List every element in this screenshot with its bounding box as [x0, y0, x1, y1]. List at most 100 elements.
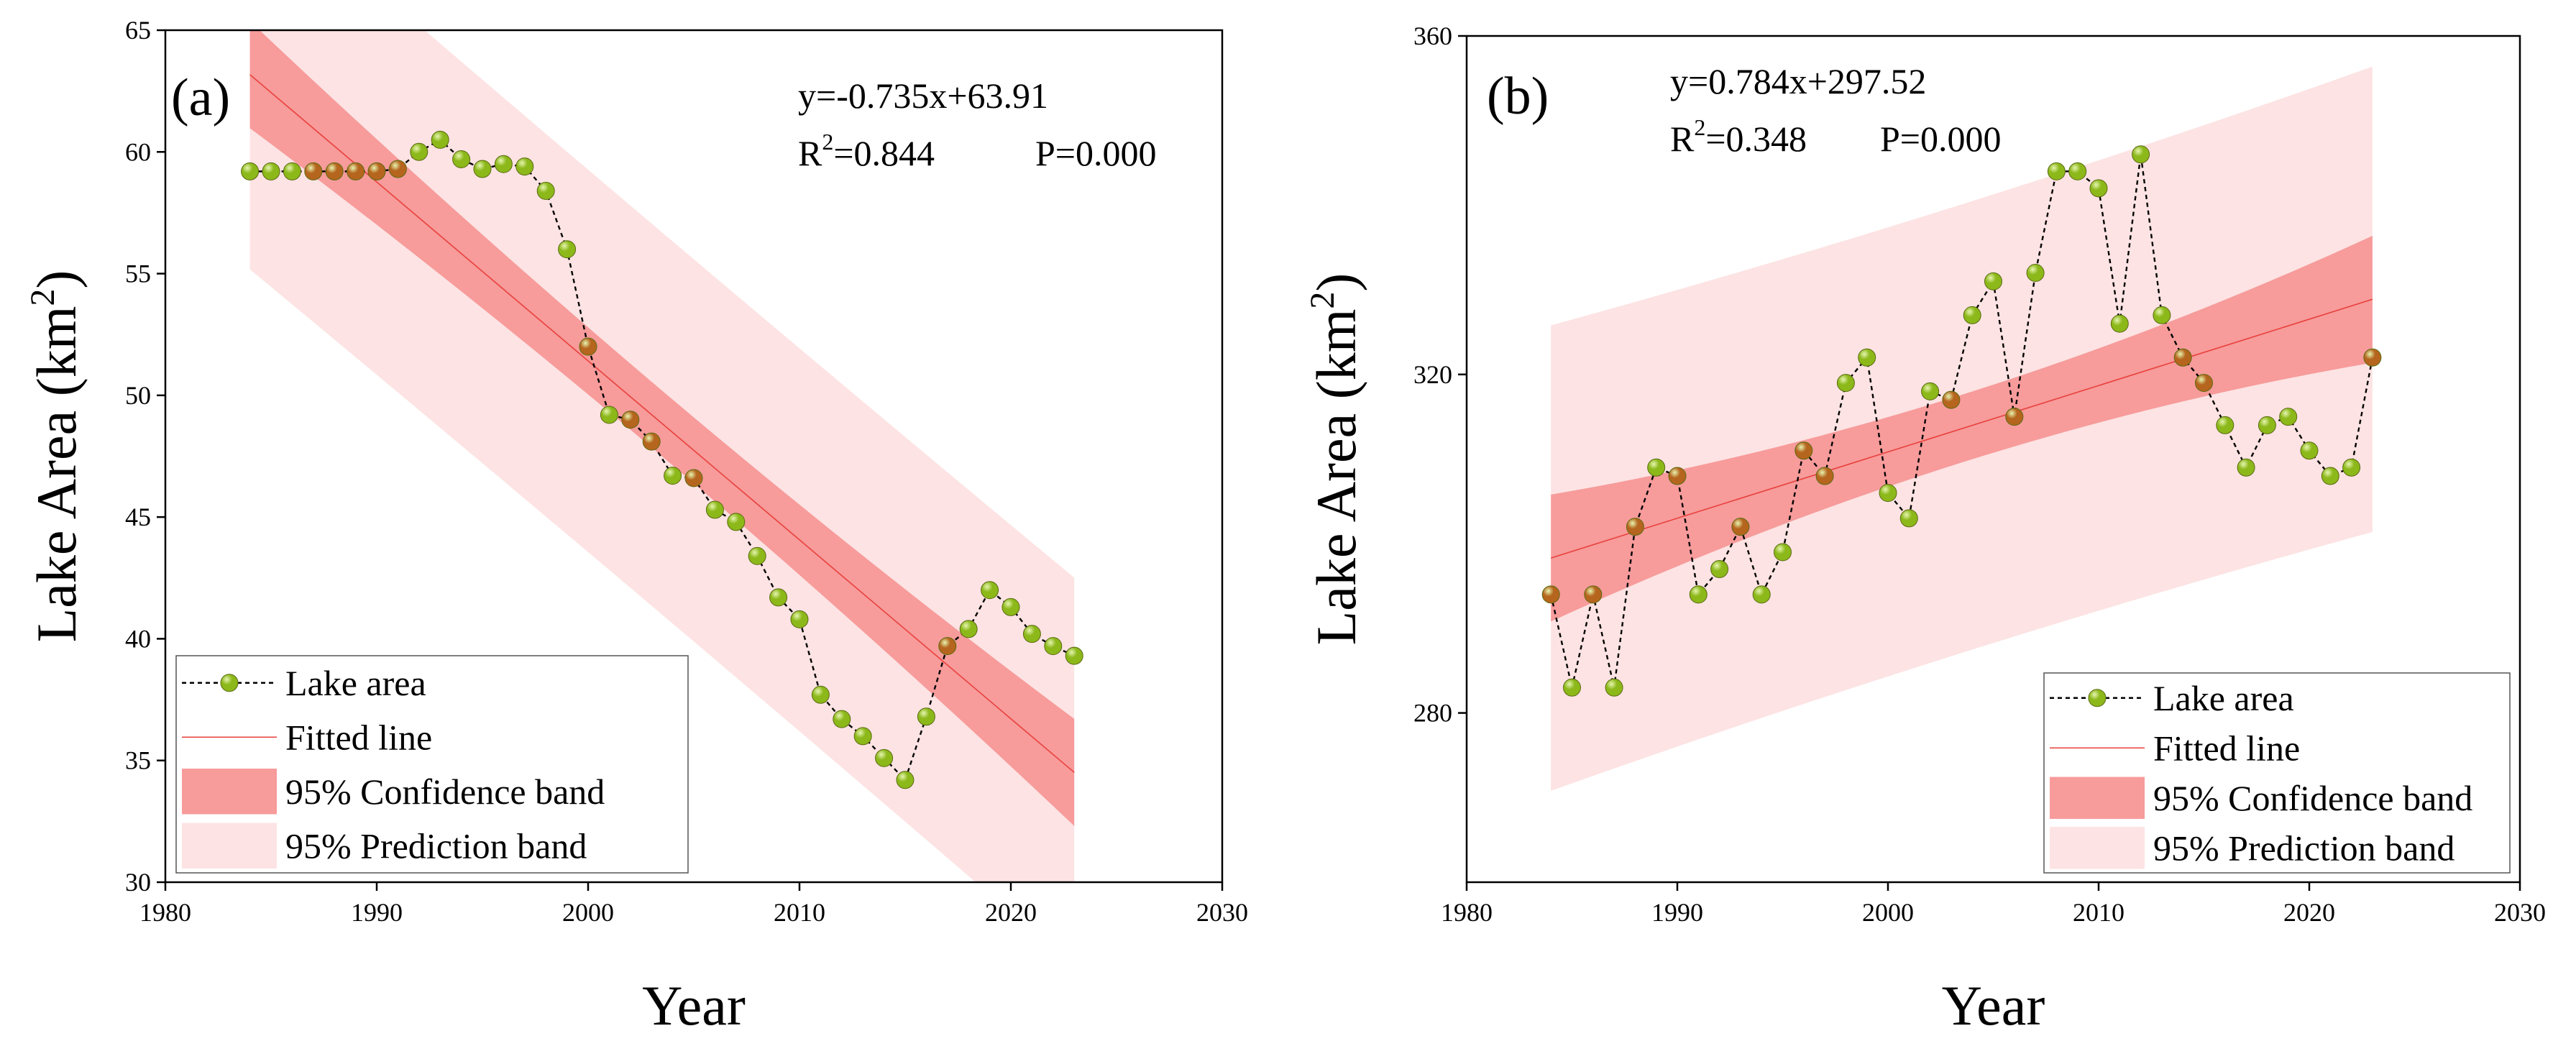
panel-a: 1980 1990 2000 2010 2020 2030 30 35 40 45 50 55 60 65…: [24, 16, 1248, 1037]
regression-equation: y=0.784x+297.52: [1670, 61, 1926, 101]
y-tick-label: 360: [1413, 22, 1452, 50]
data-point: [642, 432, 661, 451]
r-squared: R2=0.844: [798, 129, 935, 173]
data-point: [1731, 518, 1750, 536]
y-axis-title-sup: 2: [24, 289, 62, 306]
data-point: [938, 637, 957, 656]
lake-area-line: [249, 138, 1075, 782]
data-point: [2195, 374, 2213, 393]
data-point: [283, 162, 301, 180]
r-squared: R2=0.348: [1670, 114, 1807, 159]
data-point: [515, 157, 534, 176]
data-point: [494, 155, 513, 173]
legend-label: 95% Confidence band: [285, 771, 605, 812]
data-point: [388, 160, 407, 178]
data-point: [262, 162, 280, 180]
data-point: [1795, 441, 1813, 460]
data-point: [705, 500, 724, 519]
x-tick-label: 2020: [2283, 898, 2335, 927]
data-point: [1963, 306, 1981, 324]
y-tick-label: 50: [125, 381, 151, 410]
data-point: [473, 160, 492, 178]
data-point: [1065, 646, 1083, 665]
fitted-line: [1550, 298, 2373, 559]
data-point: [1022, 625, 1041, 643]
x-tick-label: 2000: [1862, 898, 1914, 927]
y-tick-label: 35: [125, 746, 151, 775]
data-point: [1541, 585, 1560, 604]
y-tick-label: 65: [125, 16, 151, 45]
legend-swatch-marker: [2088, 689, 2107, 707]
legend-label: Lake area: [285, 663, 426, 703]
panel-label: (b): [1487, 67, 1549, 126]
data-point: [1605, 678, 1623, 697]
data-point: [959, 620, 978, 638]
x-tick-label: 2010: [774, 898, 825, 927]
data-point: [664, 467, 682, 485]
x-tick-label: 1980: [1441, 898, 1493, 927]
data-point: [2173, 348, 2192, 367]
x-tick-label: 2030: [2494, 898, 2546, 927]
r-squared-value: =0.844: [833, 133, 935, 173]
data-point: [1899, 509, 1918, 528]
x-axis-title: Year: [642, 974, 746, 1037]
y-axis-title-main: Lake Area (km: [25, 306, 88, 643]
data-point: [2068, 162, 2087, 180]
x-axis-title: Year: [1942, 974, 2045, 1037]
data-point: [2132, 145, 2150, 164]
y-axis-title: Lake Area (km2): [1303, 273, 1367, 646]
regression-equation: y=-0.735x+63.91: [798, 75, 1048, 116]
data-point: [790, 610, 809, 628]
data-point: [410, 142, 428, 161]
y-tick-label: 60: [125, 137, 151, 166]
legend: Lake area Fitted line 95% Confidence band 9…: [2043, 672, 2511, 874]
legend-swatch-confidence: [182, 769, 277, 815]
data-point: [684, 469, 703, 487]
data-point: [1858, 348, 1876, 367]
x-tick-label: 1990: [1651, 898, 1703, 927]
y-tick-label: 280: [1413, 699, 1452, 728]
data-point: [769, 588, 788, 607]
data-point: [1689, 585, 1708, 604]
r-squared-sup: 2: [1694, 114, 1705, 140]
data-point: [2047, 162, 2066, 180]
y-axis-title-close: ): [1305, 273, 1367, 292]
legend-label: 95% Prediction band: [2153, 828, 2454, 868]
data-point: [1921, 382, 1940, 400]
data-point: [2363, 348, 2382, 367]
data-point: [347, 162, 365, 180]
data-point: [2153, 306, 2171, 324]
legend-swatch-confidence: [2050, 777, 2145, 819]
data-point: [2110, 314, 2129, 333]
y-axis-title-main: Lake Area (km: [1305, 309, 1367, 646]
data-point: [1584, 585, 1603, 604]
y-tick-label: 320: [1413, 360, 1452, 389]
legend-swatch-prediction: [182, 823, 277, 869]
y-tick-label: 40: [125, 624, 151, 653]
data-point: [2005, 408, 2024, 426]
data-point: [2216, 416, 2234, 434]
data-point: [600, 406, 618, 424]
data-point: [1563, 678, 1581, 697]
x-tick-label: 2000: [562, 898, 614, 927]
data-point: [1647, 458, 1666, 477]
data-point: [367, 162, 386, 180]
r-squared-value: =0.348: [1705, 119, 1807, 159]
y-tick-label: 45: [125, 503, 151, 531]
y-axis-title: Lake Area (km2): [24, 270, 88, 643]
data-point: [2300, 441, 2319, 460]
data-point: [1815, 467, 1834, 485]
data-point: [1668, 467, 1687, 485]
data-point: [981, 581, 999, 600]
data-point: [2342, 458, 2361, 477]
x-tick-label: 2010: [2073, 898, 2124, 927]
data-point: [1044, 637, 1063, 656]
data-point: [452, 150, 471, 168]
data-point: [1710, 560, 1729, 579]
legend-swatch-marker: [220, 674, 239, 692]
data-point: [917, 707, 935, 726]
data-point: [2237, 458, 2255, 477]
x-tick-label: 2020: [985, 898, 1037, 927]
legend-label: Fitted line: [2153, 728, 2300, 768]
